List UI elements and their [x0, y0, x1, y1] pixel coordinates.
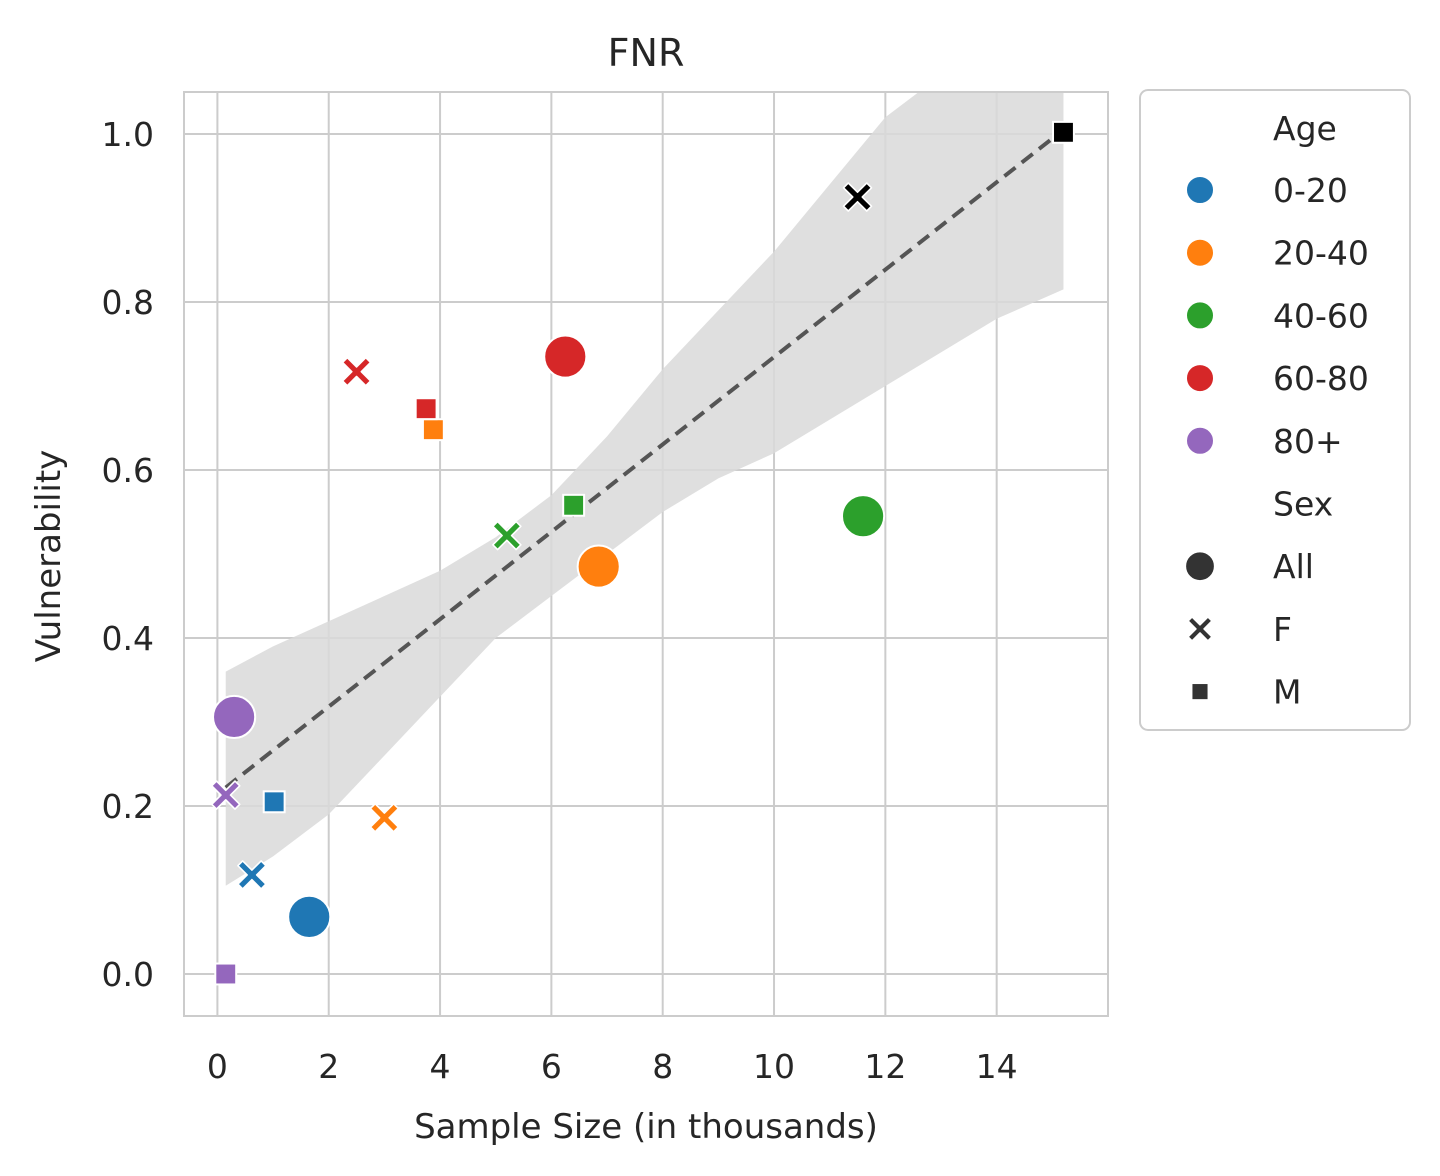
x-tick-label: 8 [652, 1047, 673, 1086]
data-point-20-40-M [421, 418, 445, 442]
x-tick-label: 10 [753, 1047, 795, 1086]
y-tick-label: 0.6 [102, 451, 154, 490]
data-point-80+-All [212, 694, 257, 740]
x-tick-label: 6 [541, 1047, 562, 1086]
legend-swatch-0-20 [1185, 175, 1215, 205]
data-point-20-40-All [576, 544, 621, 589]
legend-age-item: 0-20 [1273, 171, 1348, 210]
points-layer [210, 120, 1075, 986]
legend-sex-item: F [1273, 610, 1292, 649]
plot-frame [183, 91, 1109, 1017]
data-point-0-20-M [262, 790, 286, 814]
data-point-80+-F [210, 780, 241, 810]
legend-sex-item: All [1273, 547, 1314, 586]
legend-age-item: 20-40 [1273, 234, 1369, 273]
legend-marker-F [1187, 616, 1213, 642]
x-axis-label: Sample Size (in thousands) [414, 1107, 878, 1147]
x-tick-label: 4 [430, 1047, 451, 1086]
chart-title: FNR [608, 31, 685, 75]
legend-swatch-60-80 [1185, 363, 1215, 394]
y-tick-labels: 0.0 0.2 0.4 0.6 0.8 1.0 [102, 115, 154, 994]
data-point-black-F [842, 182, 873, 212]
legend-marker-M [1190, 682, 1210, 702]
legend-marker-All [1184, 550, 1216, 583]
x-tick-label: 2 [318, 1047, 339, 1086]
x-tick-labels: 0 2 4 6 8 10 12 14 [207, 1047, 1018, 1086]
legend-age-item: 60-80 [1273, 359, 1369, 398]
legend-swatch-40-60 [1185, 300, 1215, 331]
legend-swatch-80+ [1185, 425, 1215, 456]
data-point-40-60-F [492, 520, 522, 551]
legend-age-item: 40-60 [1273, 296, 1369, 335]
y-tick-label: 0.0 [102, 955, 154, 994]
data-point-20-40-F [369, 802, 400, 833]
y-tick-label: 1.0 [102, 115, 154, 154]
data-point-60-80-F [341, 356, 372, 387]
regression-line [224, 128, 1065, 790]
data-point-80+-M [214, 962, 238, 986]
data-point-0-20-F [237, 860, 267, 890]
legend-swatch-20-40 [1185, 237, 1215, 268]
data-point-40-60-M [562, 493, 586, 517]
x-tick-label: 12 [864, 1047, 906, 1086]
data-point-black-M [1052, 120, 1075, 144]
y-axis-label: Vulnerability [29, 450, 69, 663]
legend: Age 0-20 20-40 40-60 60-80 80+ Sex All FM [1139, 89, 1411, 731]
x-tick-label: 0 [207, 1047, 228, 1086]
data-point-60-80-All [543, 334, 588, 379]
legend-sex-item: M [1273, 673, 1301, 712]
confidence-band [225, 92, 1064, 886]
data-point-40-60-All [841, 494, 886, 539]
y-tick-label: 0.4 [102, 619, 154, 658]
legend-sex-title: Sex [1273, 485, 1333, 524]
x-tick-label: 14 [976, 1047, 1018, 1086]
y-tick-label: 0.2 [102, 787, 154, 826]
legend-age-item: 80+ [1273, 422, 1343, 461]
fit-line-layer [224, 128, 1065, 790]
data-point-0-20-All [287, 894, 332, 939]
data-point-60-80-M [414, 397, 438, 421]
legend-age-title: Age [1273, 109, 1337, 148]
y-tick-label: 0.8 [102, 283, 154, 322]
confidence-band-layer [225, 92, 1064, 886]
